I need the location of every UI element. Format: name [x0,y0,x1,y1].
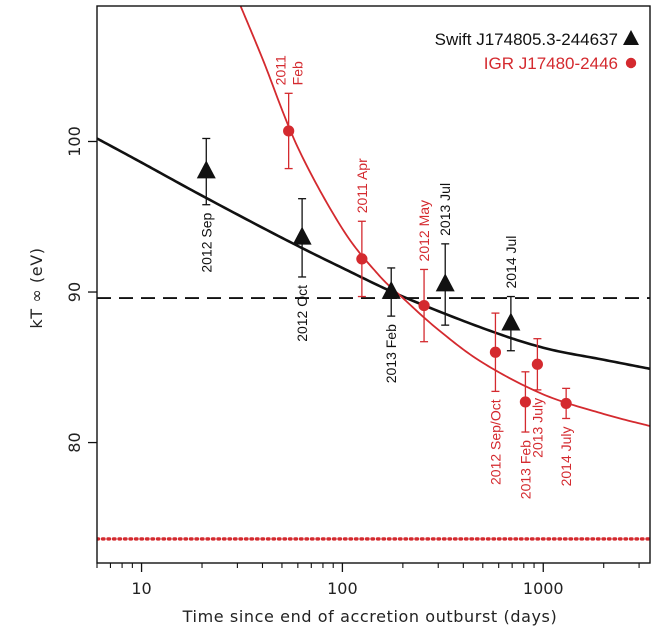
x-tick-label: 1000 [523,579,564,598]
point-annotations: 2012 Sep 2012 Oct 2013 Feb 2013 Jul 2014 Jul… [198,55,574,499]
legend-entry-label: IGR J17480-2446 [484,54,618,73]
point-label: 2014 July [558,426,574,486]
x-axis-title: Time since end of accretion outburst (da… [182,607,558,626]
triangle-marker [501,312,521,331]
triangle-marker [381,280,401,299]
swift-fit-curve [97,137,650,371]
point-label: 2013 Jul [437,183,453,236]
point-label: 2011Feb [273,55,306,85]
circle-marker [283,125,295,137]
axes: 10 100 1000 80 90 100 [65,126,640,598]
circle-marker [489,346,502,358]
point-label: 2012 May [416,200,432,261]
point-label: 2013 July [529,398,545,458]
triangle-marker [435,273,455,292]
x-tick-label: 10 [131,579,151,598]
circle-marker [531,358,543,370]
circle-marker [356,253,368,265]
y-tick-label: 80 [65,432,84,452]
x-tick-label: 100 [327,579,358,598]
reference-lines [97,297,650,541]
y-tick-label: 100 [65,126,84,157]
legend: Swift J174805.3-244637 IGR J17480-2446 [435,30,639,73]
legend-triangle-icon [623,30,639,45]
point-label: 2012 Oct [294,285,310,342]
point-label: 2013 Feb [383,324,399,383]
circle-marker [560,397,572,410]
legend-circle-icon [625,57,637,69]
y-tick-label: 90 [65,282,84,302]
triangle-marker [196,160,216,179]
triangle-marker [292,226,312,245]
point-label: 2013 Feb [517,440,533,499]
circle-marker [418,299,430,312]
point-label: 2012 Sep [198,213,214,273]
point-label: 2012 Sep/Oct [487,399,503,485]
data-markers [196,125,572,410]
plot-frame [96,5,651,564]
point-label: 2014 Jul [503,236,519,289]
legend-entry-label: Swift J174805.3-244637 [435,30,618,49]
circle-marker [519,396,532,408]
y-axis-title: kT ∞ (eV) [27,247,46,328]
point-label: 2011 Apr [354,158,370,213]
